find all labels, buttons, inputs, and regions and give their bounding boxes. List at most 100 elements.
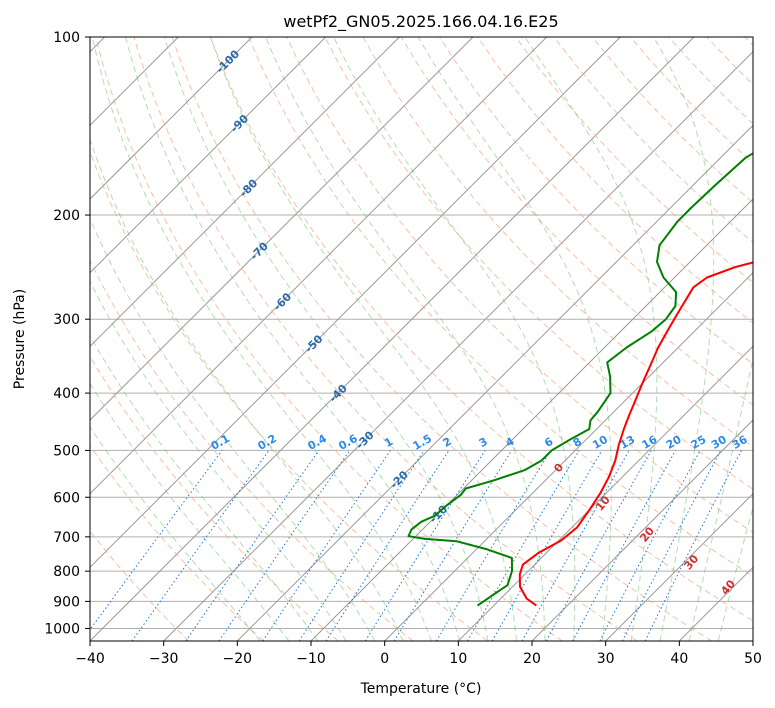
x-axis-label: Temperature (°C): [360, 681, 482, 697]
y-tick-label: 800: [53, 564, 80, 580]
moist-adiabat-36: [653, 37, 715, 641]
mixing-ratio-line-1.5: [298, 450, 425, 641]
moist-adiabat-28: [417, 37, 612, 641]
x-tick-label: 20: [523, 651, 541, 667]
dry-adiabat-30: [133, 37, 638, 641]
moist-adiabat-40: [688, 355, 753, 641]
mixing-ratio-line-13: [521, 450, 630, 641]
mixing-ratio-line-20: [572, 450, 676, 641]
dry-adiabat-label: -20: [388, 468, 411, 491]
mixing-ratio-label: 0.2: [256, 432, 279, 453]
x-tick-label: 30: [597, 651, 615, 667]
isotherm-30: [605, 492, 753, 641]
isotherm--30: [163, 50, 753, 641]
isotherm--60: [90, 37, 548, 495]
moist-adiabat-12: [163, 37, 489, 641]
mixing-ratio-line-0.2: [131, 450, 270, 641]
isotherm--80: [90, 37, 400, 348]
x-tick-label: −20: [223, 651, 253, 667]
mixing-ratio-label: 36: [730, 433, 750, 452]
y-tick-label: 700: [53, 530, 80, 546]
mixing-ratio-label: 2: [441, 435, 454, 450]
x-axis: −40 −30 −20 −10 0 10 20 30 40 50: [75, 641, 762, 667]
dry-adiabat--20: [90, 444, 264, 641]
dry-adiabat--10: [90, 355, 339, 641]
mixing-ratio-label: 0.4: [306, 432, 330, 453]
isotherm--100: [90, 37, 253, 200]
dry-adiabat-170: [668, 37, 753, 125]
x-tick-label: −10: [296, 651, 326, 667]
plot-frame: [89, 36, 754, 642]
moist-adiabat--12: [90, 334, 319, 641]
isotherm--10: [310, 198, 753, 641]
x-tick-label: −40: [75, 651, 105, 667]
moist-adiabat-4: [91, 37, 432, 641]
isotherm--40: [90, 37, 695, 641]
dry-adiabat-50: [209, 37, 753, 622]
y-tick-label: 400: [53, 386, 80, 402]
moist-adiabat--20: [90, 426, 261, 641]
moist-adiabat-label: 30: [682, 552, 702, 572]
y-axis-label: Pressure (hPa): [12, 289, 28, 389]
moist-adiabat--8: [90, 280, 347, 641]
mixing-ratio-label: 25: [689, 433, 709, 452]
isotherm-40: [678, 566, 753, 641]
isotherm--50: [90, 37, 621, 569]
mixing-ratio-label: 16: [640, 433, 660, 452]
mixing-ratio-label: 0.1: [209, 432, 232, 453]
y-axis: 100 200 300 400 500 600 700 800 900 1000: [44, 30, 90, 637]
mixing-ratio-label: 1.5: [411, 432, 434, 453]
x-tick-label: 0: [380, 651, 389, 667]
mixing-ratio-line-30: [621, 450, 722, 641]
moist-adiabat-8: [125, 37, 461, 641]
y-tick-label: 300: [53, 312, 80, 328]
mixing-ratio-label: 6: [542, 435, 555, 450]
moist-adiabat--16: [90, 382, 290, 641]
isotherm--70: [90, 37, 474, 421]
dry-adiabat-40: [171, 37, 712, 641]
dry-adiabat-20: [95, 37, 563, 641]
dewpoint-profile: [407, 152, 753, 607]
isotherm-20: [531, 419, 753, 641]
mixing-ratio-line-4: [393, 450, 513, 641]
mixing-ratio-line-0.6: [218, 450, 351, 641]
y-tick-label: 900: [53, 594, 80, 610]
mixing-ratio-line-25: [599, 450, 701, 641]
dry-adiabat-190: [744, 37, 753, 46]
dry-adiabat-180: [706, 37, 753, 86]
chart-title: wetPf2_GN05.2025.166.04.16.E25: [283, 12, 558, 32]
mixing-ratio-label: 30: [709, 433, 729, 452]
dry-adiabat-80: [324, 37, 753, 490]
isotherm--20: [236, 124, 753, 641]
dry-adiabat-150: [591, 37, 753, 204]
temperature-profile: [518, 261, 753, 607]
x-tick-label: −30: [149, 651, 179, 667]
background-lines: [90, 37, 753, 641]
mixing-ratio-line-3: [364, 450, 486, 641]
y-tick-label: 500: [53, 443, 80, 459]
moist-adiabat-label: 20: [637, 524, 657, 544]
moist-adiabat-44: [717, 505, 753, 641]
moist-adiabat-32: [524, 37, 658, 641]
isotherm-10: [457, 345, 753, 641]
dry-adiabat-10: [90, 150, 488, 641]
isotherm-50: [752, 640, 753, 641]
moist-adiabat-16: [209, 37, 517, 641]
profile-lines: [407, 152, 753, 607]
moist-adiabat-label: 40: [718, 577, 738, 597]
moist-adiabat-label: 0: [551, 461, 566, 475]
dry-adiabat-0: [90, 259, 414, 641]
dry-adiabat-120: [477, 37, 753, 324]
mixing-ratio-line-36: [644, 450, 742, 641]
moist-adiabat--4: [90, 217, 376, 641]
mixing-ratio-line-0.4: [185, 450, 320, 641]
isotherm--90: [90, 37, 327, 274]
mixing-ratio-line-16: [545, 450, 652, 641]
mixing-ratio-line-1: [262, 450, 391, 641]
moist-adiabat-label: 10: [593, 493, 613, 513]
mixing-ratio-label: 10: [590, 433, 610, 452]
y-tick-label: 100: [53, 30, 80, 46]
y-tick-label: 200: [53, 208, 80, 224]
x-tick-label: 40: [670, 651, 688, 667]
